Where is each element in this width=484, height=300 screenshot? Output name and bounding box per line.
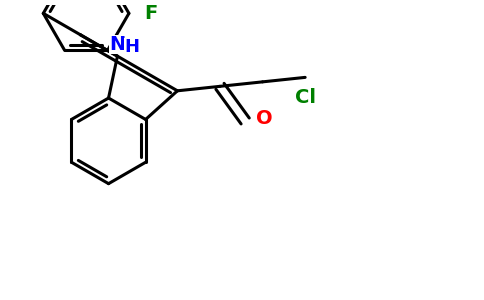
Text: Cl: Cl [295, 88, 316, 107]
Text: N: N [109, 35, 125, 54]
Text: H: H [124, 38, 139, 56]
Text: O: O [256, 109, 273, 128]
Text: F: F [144, 4, 157, 23]
